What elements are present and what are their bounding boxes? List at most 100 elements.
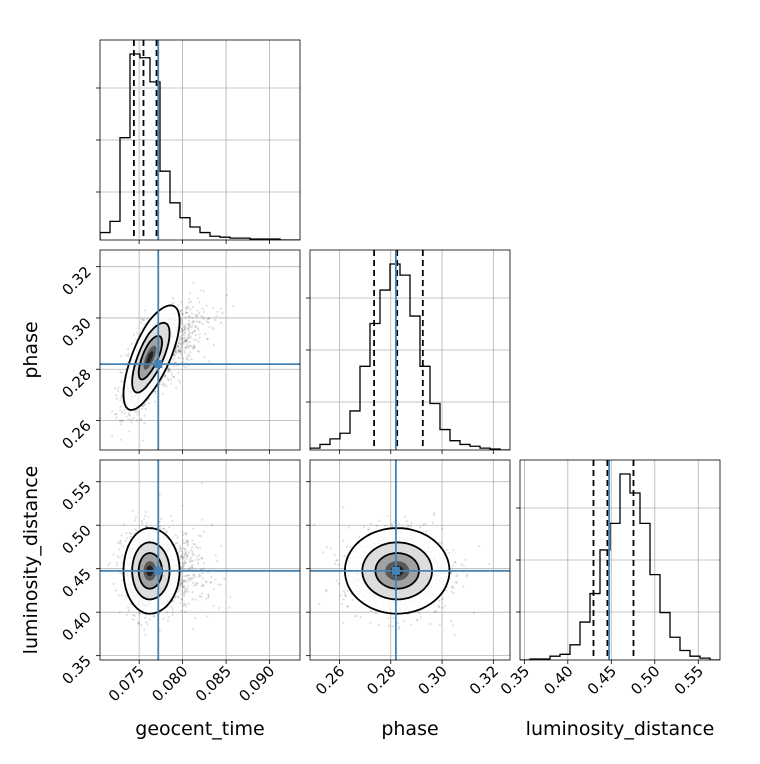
sample-point	[197, 575, 200, 578]
sample-point	[450, 620, 453, 623]
sample-point	[180, 609, 183, 612]
x-tick-label-luminosity_distance: 0.50	[627, 662, 663, 698]
sample-point	[174, 349, 178, 352]
sample-point	[182, 539, 185, 542]
scatter-panel-phase-vs-luminosity_distance	[306, 459, 511, 664]
y-tick-label-phase: 0.30	[58, 314, 94, 350]
sample-point	[215, 315, 218, 318]
sample-point	[202, 317, 205, 320]
sample-point	[125, 613, 128, 616]
sample-point	[188, 325, 191, 328]
sample-point	[180, 581, 183, 584]
sample-point	[134, 528, 137, 531]
sample-point	[183, 579, 186, 583]
sample-point	[187, 346, 190, 349]
sample-point	[184, 548, 187, 551]
sample-point	[204, 580, 207, 583]
sample-point	[191, 539, 194, 542]
sample-point	[181, 357, 184, 361]
sample-point	[131, 509, 134, 512]
sample-point	[170, 373, 173, 376]
sample-point	[418, 612, 421, 615]
sample-point	[180, 300, 183, 304]
sample-point	[369, 609, 373, 613]
sample-point	[182, 365, 185, 368]
sample-point	[188, 340, 191, 344]
sample-point	[186, 553, 189, 557]
sample-point	[172, 354, 175, 357]
sample-point	[164, 375, 167, 378]
sample-point	[191, 559, 194, 562]
sample-point	[143, 616, 147, 620]
sample-point	[438, 599, 441, 602]
sample-point	[419, 616, 423, 619]
x-tick-label-luminosity_distance: 0.40	[540, 662, 576, 698]
sample-point	[194, 333, 198, 337]
sample-point	[202, 567, 205, 570]
sample-point	[450, 586, 453, 589]
sample-point	[170, 378, 173, 381]
sample-point	[192, 347, 195, 350]
sample-point	[121, 411, 124, 414]
sample-point	[198, 534, 201, 537]
sample-point	[386, 515, 389, 518]
sample-point	[119, 408, 122, 412]
sample-point	[125, 594, 128, 597]
sample-point	[344, 594, 347, 597]
sample-point	[174, 350, 177, 354]
sample-point	[115, 394, 118, 397]
sample-point	[191, 598, 194, 601]
sample-point	[192, 573, 196, 577]
sample-point	[136, 332, 139, 335]
sample-point	[182, 342, 185, 345]
sample-point	[197, 328, 200, 331]
sample-point	[180, 575, 183, 578]
sample-point	[142, 318, 146, 322]
y-tick-label-luminosity_distance: 0.50	[58, 521, 94, 557]
sample-point	[433, 512, 436, 515]
sample-point	[119, 540, 122, 543]
sample-point	[390, 522, 393, 526]
sample-point	[184, 339, 187, 342]
sample-point	[190, 549, 193, 552]
sample-point	[182, 557, 185, 560]
sample-point	[187, 574, 190, 577]
sample-point	[117, 541, 120, 545]
sample-point	[200, 585, 203, 588]
sample-point	[179, 547, 182, 550]
sample-point	[342, 539, 345, 542]
sample-point	[141, 405, 144, 408]
sample-point	[121, 420, 124, 423]
sample-point	[196, 314, 199, 317]
sample-point	[152, 615, 155, 618]
sample-point	[182, 580, 185, 583]
sample-point	[181, 322, 184, 325]
x-axis-label-luminosity_distance: luminosity_distance	[526, 718, 715, 740]
sample-point	[177, 356, 180, 359]
sample-point	[410, 521, 413, 525]
x-tick-label-geocent_time: 0.090	[235, 662, 278, 705]
sample-point	[179, 346, 182, 349]
sample-point	[114, 387, 117, 390]
sample-point	[397, 625, 400, 628]
sample-point	[184, 346, 187, 349]
sample-point	[115, 589, 118, 592]
sample-point	[111, 410, 114, 413]
sample-point	[127, 352, 130, 355]
sample-point	[177, 350, 180, 353]
sample-point	[192, 320, 195, 323]
hist-panel-geocent_time	[96, 39, 301, 244]
sample-point	[185, 346, 188, 349]
sample-point	[135, 419, 138, 422]
sample-point	[119, 371, 122, 374]
sample-point	[180, 309, 183, 312]
sample-point	[181, 338, 184, 342]
sample-point	[200, 556, 203, 560]
sample-point	[161, 383, 164, 386]
sample-point	[196, 555, 199, 558]
sample-point	[119, 405, 122, 408]
sample-point	[177, 345, 180, 348]
sample-point	[207, 317, 210, 320]
sample-point	[182, 568, 185, 571]
sample-point	[187, 335, 190, 338]
